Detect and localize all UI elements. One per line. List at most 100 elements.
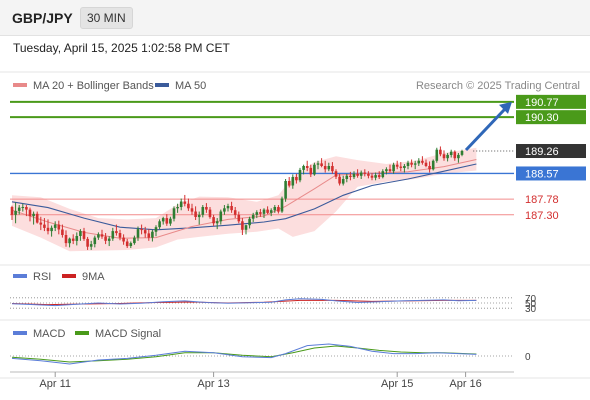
candle-body bbox=[17, 207, 21, 211]
candle-body bbox=[151, 231, 154, 238]
candle-body bbox=[266, 209, 269, 213]
candle-body bbox=[413, 163, 417, 165]
candle-body bbox=[305, 166, 309, 168]
candle-body bbox=[93, 237, 97, 245]
candle-body bbox=[32, 213, 35, 217]
candle-body bbox=[140, 229, 143, 231]
candle-body bbox=[356, 173, 359, 176]
candle-body bbox=[284, 181, 287, 199]
candle-body bbox=[136, 229, 140, 238]
candle-body bbox=[248, 218, 251, 226]
rsi-legend-label: RSI bbox=[33, 271, 51, 283]
candle-body bbox=[431, 160, 435, 170]
bollinger-legend-label: MA 20 + Bollinger Bands bbox=[33, 80, 154, 92]
candle-body bbox=[313, 164, 316, 175]
rsi-level-label: 70 bbox=[525, 294, 537, 305]
candle-body bbox=[50, 227, 53, 232]
x-tick-label: Apr 11 bbox=[39, 378, 71, 390]
candle-body bbox=[68, 238, 71, 244]
candle-body bbox=[212, 217, 215, 224]
candle-body bbox=[280, 198, 284, 212]
interval-button[interactable]: 30 MIN bbox=[80, 7, 133, 29]
candle-body bbox=[111, 231, 115, 239]
target-price-tag bbox=[516, 110, 586, 125]
candle-body bbox=[75, 236, 79, 241]
candle-body bbox=[205, 207, 208, 210]
candle-body bbox=[64, 235, 68, 244]
candle-body bbox=[79, 231, 82, 236]
candle-body bbox=[406, 162, 410, 166]
candle-body bbox=[277, 207, 280, 212]
candle-body bbox=[10, 207, 14, 215]
rsi-level-label: 50 bbox=[525, 299, 537, 310]
candle-body bbox=[449, 151, 453, 155]
candle-body bbox=[25, 207, 28, 210]
candle-body bbox=[226, 206, 230, 209]
candle-body bbox=[421, 160, 424, 163]
candle-body bbox=[442, 154, 446, 159]
macd-signal-legend-label: MACD Signal bbox=[95, 328, 161, 340]
candle-body bbox=[154, 227, 158, 232]
candle-body bbox=[370, 175, 374, 178]
candle-body bbox=[187, 203, 190, 209]
x-tick-label: Apr 15 bbox=[381, 378, 413, 390]
candle-body bbox=[457, 154, 460, 159]
candle-body bbox=[377, 175, 381, 178]
target-price-label: 190.77 bbox=[525, 97, 559, 109]
candle-body bbox=[381, 171, 385, 178]
candle-body bbox=[21, 207, 25, 208]
candle-body bbox=[115, 231, 118, 234]
candle-body bbox=[241, 221, 244, 230]
candle-body bbox=[439, 149, 442, 155]
candle-body bbox=[161, 218, 165, 222]
candle-body bbox=[323, 166, 327, 170]
candle-body bbox=[39, 222, 43, 225]
candle-body bbox=[219, 211, 223, 222]
candle-body bbox=[327, 166, 331, 170]
candle-body bbox=[392, 164, 395, 172]
pivot-price-label: 188.57 bbox=[525, 168, 559, 180]
pivot-price-tag bbox=[516, 166, 586, 181]
candle-body bbox=[302, 166, 305, 170]
bollinger-legend-swatch bbox=[13, 83, 27, 87]
candle-body bbox=[345, 175, 349, 179]
candle-body bbox=[262, 209, 266, 214]
candle-body bbox=[237, 214, 241, 222]
candle-body bbox=[352, 173, 356, 178]
ma50-legend-swatch bbox=[155, 83, 169, 87]
candle-body bbox=[259, 212, 262, 214]
candle-body bbox=[61, 229, 64, 235]
candle-body bbox=[190, 208, 194, 212]
forecast-arrow-shaft bbox=[464, 106, 508, 152]
candle-body bbox=[165, 218, 169, 224]
candle-body bbox=[53, 224, 57, 228]
forecast-arrow-head bbox=[499, 101, 512, 114]
candle-body bbox=[201, 207, 205, 215]
candle-body bbox=[341, 179, 345, 184]
candle-body bbox=[417, 160, 421, 164]
candle-body bbox=[269, 210, 273, 213]
candle-body bbox=[143, 230, 147, 234]
candle-body bbox=[122, 237, 125, 242]
candle-body bbox=[309, 167, 313, 175]
candle-body bbox=[385, 169, 388, 172]
candle-body bbox=[363, 172, 367, 174]
candle-body bbox=[367, 173, 370, 176]
rsi-level-label: 30 bbox=[525, 304, 537, 315]
candle-body bbox=[208, 209, 212, 218]
candle-body bbox=[86, 238, 89, 247]
target-price-tag bbox=[516, 94, 586, 109]
macd-signal-legend-swatch bbox=[75, 331, 89, 335]
chart-datetime: Tuesday, April 15, 2025 1:02:58 PM CET bbox=[13, 41, 230, 55]
candle-body bbox=[118, 233, 122, 238]
rsi-ma-legend-label: 9MA bbox=[82, 271, 105, 283]
candle-body bbox=[399, 166, 403, 168]
candle-body bbox=[428, 166, 431, 170]
macd-level-label: 0 bbox=[525, 352, 531, 363]
candle-body bbox=[179, 201, 183, 207]
candle-body bbox=[28, 209, 32, 217]
candle-body bbox=[244, 225, 248, 230]
candle-body bbox=[359, 172, 363, 176]
candle-body bbox=[388, 169, 392, 172]
